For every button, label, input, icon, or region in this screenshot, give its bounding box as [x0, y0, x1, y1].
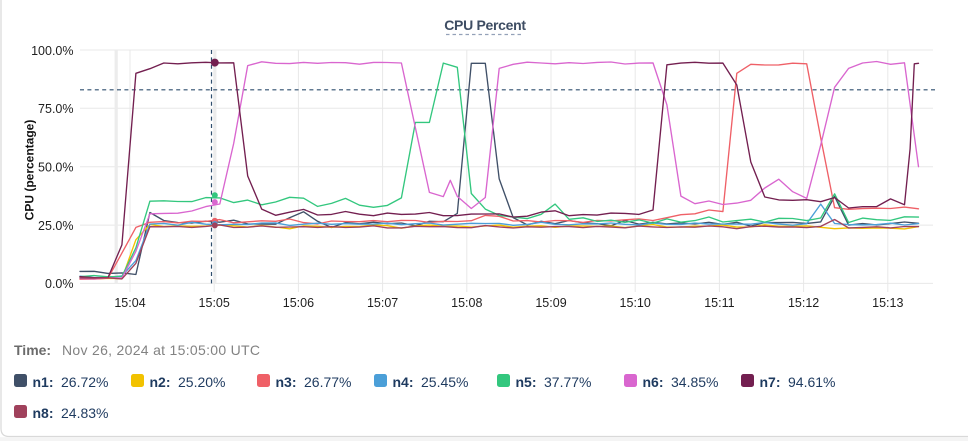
svg-text:n1:: n1:	[33, 374, 54, 390]
svg-text:n7:: n7:	[760, 374, 781, 390]
svg-text:0.0%: 0.0%	[45, 277, 74, 291]
svg-text:37.77%: 37.77%	[544, 374, 591, 390]
svg-text:15:07: 15:07	[367, 296, 398, 310]
svg-text:25.45%: 25.45%	[421, 374, 468, 390]
svg-text:15:12: 15:12	[788, 296, 819, 310]
svg-text:15:06: 15:06	[283, 296, 314, 310]
svg-text:26.72%: 26.72%	[61, 374, 108, 390]
svg-text:15:04: 15:04	[114, 296, 145, 310]
svg-text:n2:: n2:	[150, 374, 171, 390]
svg-text:n4:: n4:	[393, 374, 414, 390]
svg-text:Nov 26, 2024 at 15:05:00 UTC: Nov 26, 2024 at 15:05:00 UTC	[62, 342, 260, 358]
svg-text:75.0%: 75.0%	[38, 102, 73, 116]
svg-text:15:09: 15:09	[535, 296, 566, 310]
svg-text:25.20%: 25.20%	[178, 374, 225, 390]
svg-text:Time:: Time:	[14, 342, 51, 358]
svg-text:100.0%: 100.0%	[31, 44, 73, 58]
svg-text:n5:: n5:	[516, 374, 537, 390]
svg-text:n8:: n8:	[33, 405, 54, 421]
svg-text:CPU Percent: CPU Percent	[444, 17, 526, 33]
svg-text:26.77%: 26.77%	[304, 374, 351, 390]
svg-text:15:08: 15:08	[451, 296, 482, 310]
svg-text:34.85%: 34.85%	[671, 374, 718, 390]
svg-text:24.83%: 24.83%	[61, 405, 108, 421]
svg-text:25.0%: 25.0%	[38, 219, 73, 233]
svg-text:15:10: 15:10	[620, 296, 651, 310]
svg-text:50.0%: 50.0%	[38, 161, 73, 175]
svg-text:15:05: 15:05	[199, 296, 230, 310]
svg-text:n6:: n6:	[643, 374, 664, 390]
svg-text:15:13: 15:13	[872, 296, 903, 310]
svg-text:n3:: n3:	[276, 374, 297, 390]
svg-text:94.61%: 94.61%	[788, 374, 835, 390]
svg-text:15:11: 15:11	[704, 296, 734, 310]
svg-text:CPU (percentage): CPU (percentage)	[23, 120, 37, 221]
